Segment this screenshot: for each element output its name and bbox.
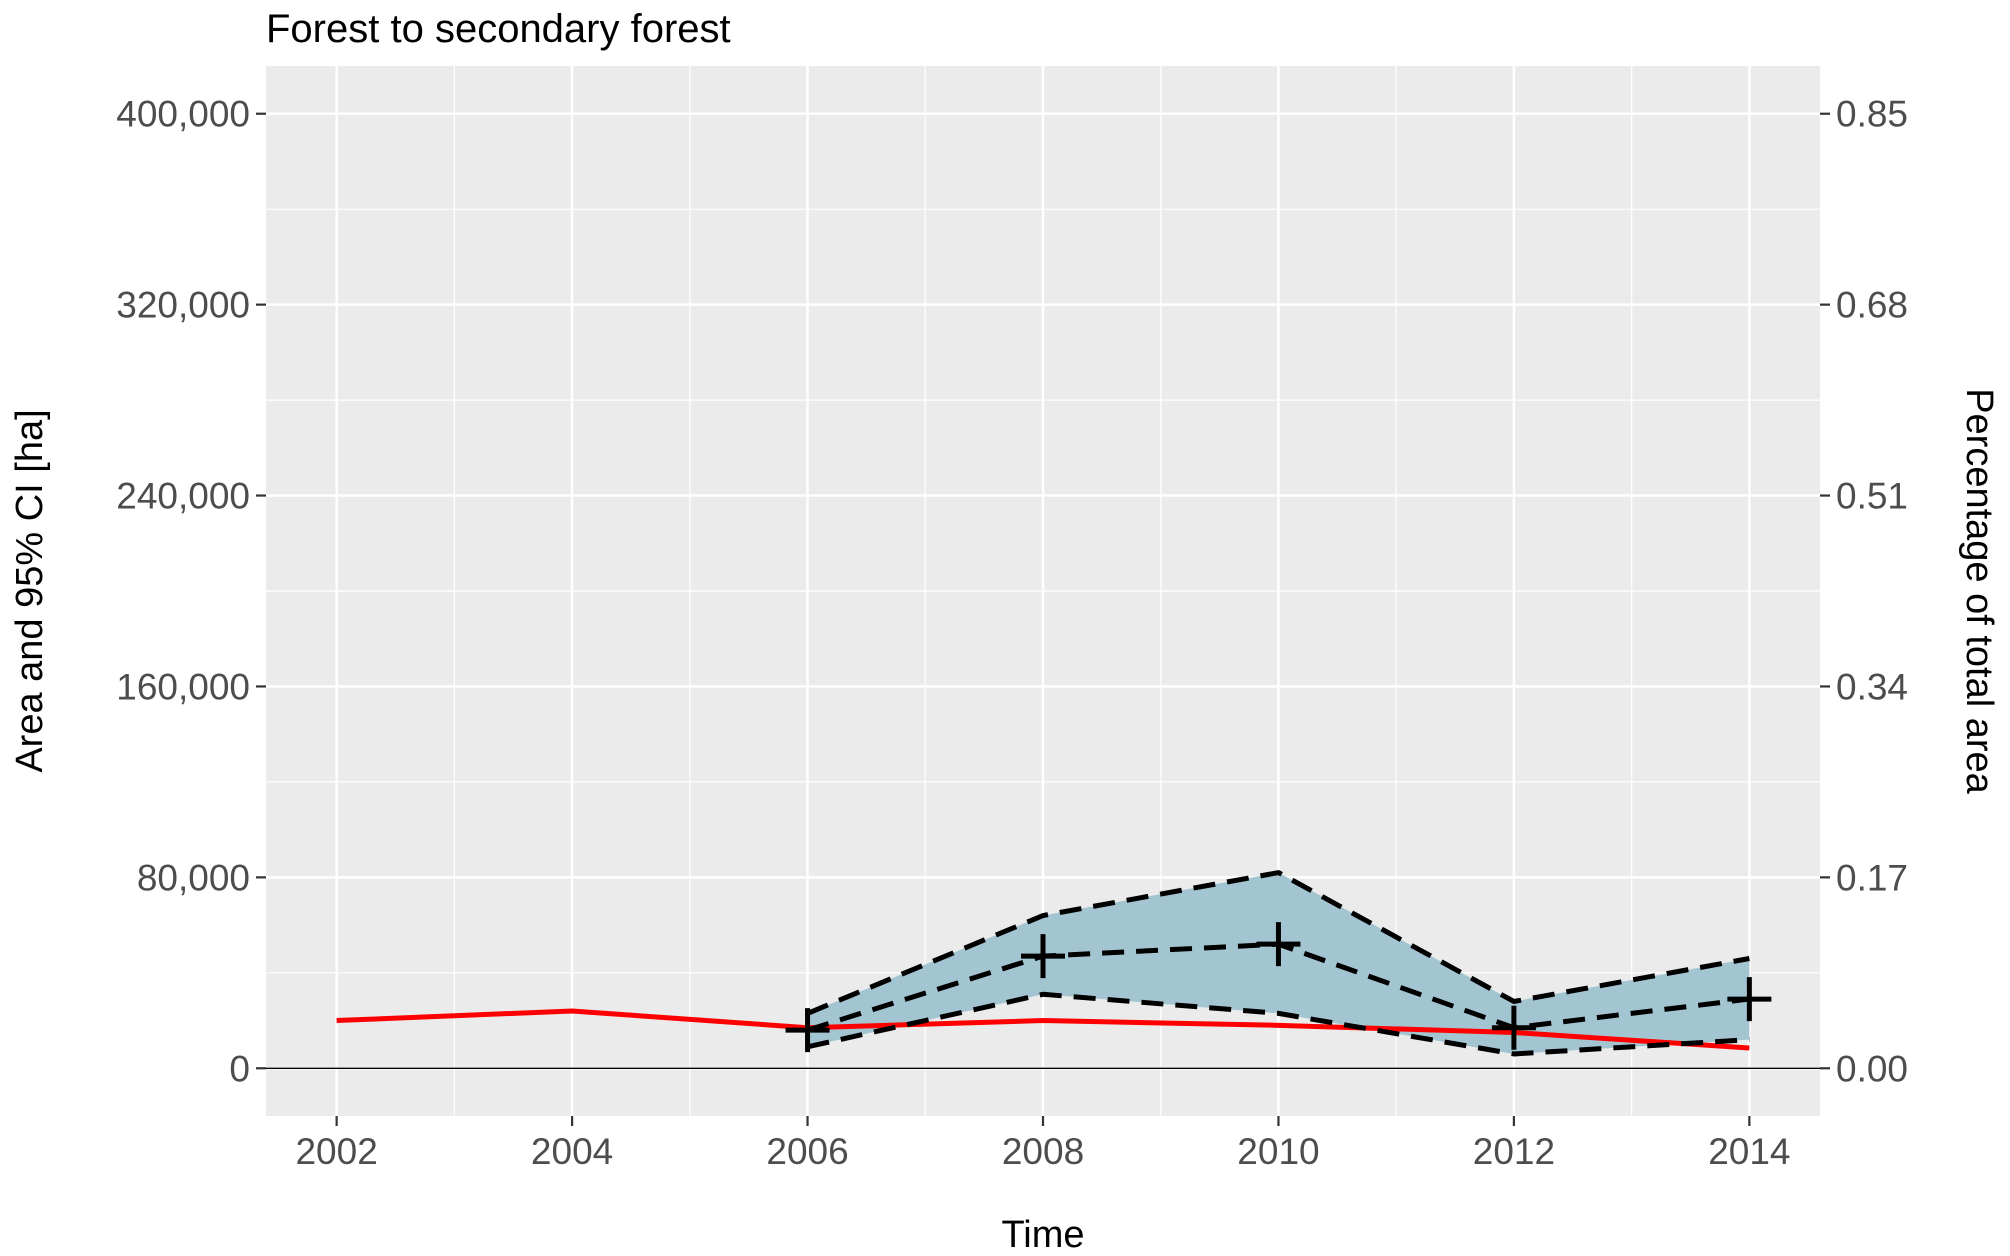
x-tick-label: 2008 [1002,1131,1084,1172]
y-tick-label: 240,000 [116,476,250,517]
x-tick-label: 2010 [1237,1131,1319,1172]
estimate-markers [785,922,1772,1053]
estimate-point [1021,934,1065,979]
y2-axis: 0.00 0.17 0.34 0.51 0.68 0.85 [1820,94,1908,1089]
y2-tick-label: 0.34 [1836,666,1908,707]
y2-tick-label: 0.51 [1836,476,1908,517]
upper-95-ci-line [806,870,1750,1016]
y-tick-label: 0 [229,1048,250,1089]
x-tick-label: 2004 [531,1131,613,1172]
estimate-point [1256,922,1301,967]
x-tick-label: 2014 [1708,1131,1790,1172]
y-tick-label: 400,000 [116,94,250,135]
x-axis: 2002 2004 2006 2008 2010 2012 2014 [295,1116,1791,1172]
lower-95-ci-line [807,991,1750,1057]
chart-title: Forest to secondary forest [266,7,731,51]
y2-axis-title: Percentage of total area [1958,388,2000,794]
x-tick-label: 2006 [766,1131,848,1172]
y2-tick-label: 0.17 [1836,857,1908,898]
estimate-point [785,1008,830,1053]
y2-tick-label: 0.00 [1836,1048,1908,1089]
estimate-point [1727,977,1772,1022]
y-axis: 0 80,000 160,000 240,000 320,000 400,000 [116,94,266,1089]
y-tick-label: 160,000 [116,666,250,707]
estimate-point [1491,1005,1536,1050]
x-tick-label: 2012 [1473,1131,1555,1172]
y-tick-label: 320,000 [116,285,250,326]
y2-tick-label: 0.68 [1836,285,1908,326]
y-axis-title: Area and 95% CI [ha] [9,409,51,772]
x-tick-label: 2002 [295,1131,377,1172]
x-axis-title: Time [1001,1214,1084,1256]
y2-tick-label: 0.85 [1836,94,1908,135]
y-tick-label: 80,000 [137,857,250,898]
grid-major [266,66,1820,1116]
